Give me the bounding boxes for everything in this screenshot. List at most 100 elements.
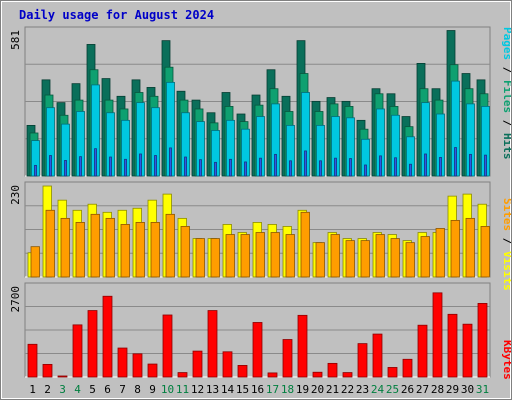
bar-sites — [165, 213, 175, 278]
bar-pages-inner — [364, 164, 367, 177]
bar-pages-inner — [289, 160, 292, 177]
bar-kbytes — [87, 310, 98, 378]
bar-sites — [255, 232, 265, 278]
x-tick-label: 16 — [251, 383, 264, 396]
legend-bottom: KBytes — [501, 340, 511, 380]
bar-pages-inner — [124, 158, 127, 177]
bar-pages-inner — [424, 153, 427, 177]
bar-sites — [210, 238, 220, 278]
bar-sites — [300, 211, 310, 278]
bar-kbytes — [222, 351, 233, 378]
bar-kbytes — [432, 292, 443, 378]
bar-sites — [150, 222, 160, 278]
bar-sites — [225, 234, 235, 278]
bar-sites — [375, 234, 385, 278]
bar-kbytes — [327, 362, 338, 378]
x-tick-label: 29 — [446, 383, 459, 396]
bar-kbytes — [162, 314, 173, 378]
bar-kbytes — [387, 367, 398, 378]
bar-pages-inner — [349, 158, 352, 177]
bar-sites — [420, 236, 430, 278]
bar-pages-inner — [439, 157, 442, 177]
bar-kbytes — [267, 372, 278, 378]
bar-pages-inner — [469, 153, 472, 177]
bar-kbytes — [177, 372, 188, 378]
x-tick-label: 30 — [461, 383, 474, 396]
bar-pages-inner — [409, 163, 412, 177]
bar-sites — [465, 217, 475, 278]
x-tick-label: 24 — [371, 383, 385, 396]
legend-entry: / — [501, 231, 511, 251]
bar-sites — [195, 238, 205, 278]
legend-entry: / — [501, 60, 511, 80]
x-tick-label: 31 — [476, 383, 489, 396]
bar-sites — [240, 234, 250, 278]
legend-entry: Files — [501, 80, 511, 113]
bar-pages-inner — [64, 160, 67, 177]
x-tick-label: 3 — [59, 383, 66, 396]
x-tick-label: 27 — [416, 383, 429, 396]
bar-kbytes — [417, 324, 428, 378]
ymax-label-visits: 230 — [9, 185, 22, 205]
bar-pages-inner — [109, 156, 112, 177]
x-tick-label: 8 — [134, 383, 141, 396]
bar-kbytes — [72, 324, 83, 378]
bar-pages-inner — [49, 155, 52, 177]
bar-pages-inner — [169, 147, 172, 177]
bar-pages-inner — [259, 157, 262, 177]
bar-pages-inner — [304, 150, 307, 177]
bar-sites — [450, 219, 460, 278]
x-tick-label: 18 — [281, 383, 294, 396]
bar-sites — [120, 224, 130, 278]
bar-pages-inner — [379, 155, 382, 177]
x-tick-label: 15 — [236, 383, 249, 396]
x-tick-label: 22 — [341, 383, 354, 396]
bar-sites — [45, 209, 55, 278]
x-tick-label: 4 — [74, 383, 81, 396]
bar-kbytes — [402, 358, 413, 378]
bar-kbytes — [117, 347, 128, 378]
x-tick-label: 10 — [161, 383, 174, 396]
x-tick-label: 5 — [89, 383, 96, 396]
x-tick-label: 7 — [119, 383, 126, 396]
bar-pages-inner — [139, 153, 142, 177]
x-tick-label: 14 — [221, 383, 235, 396]
x-tick-label: 11 — [176, 383, 189, 396]
legend-entry: Visits — [501, 251, 511, 291]
bar-pages-inner — [454, 147, 457, 177]
x-tick-label: 12 — [191, 383, 204, 396]
x-tick-label: 1 — [29, 383, 36, 396]
chart-title: Daily usage for August 2024 — [19, 8, 214, 22]
bar-kbytes — [42, 363, 53, 378]
bar-sites — [30, 246, 40, 278]
x-tick-label: 28 — [431, 383, 444, 396]
x-tick-label: 20 — [311, 383, 324, 396]
bar-sites — [345, 240, 355, 278]
bar-pages-inner — [154, 155, 157, 177]
bar-sites — [285, 234, 295, 278]
bar-sites — [180, 226, 190, 278]
legend-middle: Sites / Visits — [501, 198, 511, 291]
ymax-label-kbytes: 2700 — [9, 286, 22, 313]
bar-kbytes — [357, 343, 368, 378]
legend-entry: / — [501, 113, 511, 133]
bar-pages-inner — [199, 159, 202, 177]
bar-pages-inner — [34, 164, 37, 177]
bar-kbytes — [132, 353, 143, 378]
x-tick-label: 6 — [104, 383, 111, 396]
bar-pages-inner — [394, 157, 397, 177]
bar-sites — [435, 228, 445, 278]
bar-pages-inner — [184, 156, 187, 177]
bar-kbytes — [282, 339, 293, 378]
bar-sites — [360, 240, 370, 278]
bar-kbytes — [27, 343, 38, 378]
bar-kbytes — [252, 322, 263, 378]
bar-sites — [270, 232, 280, 278]
bar-sites — [135, 222, 145, 278]
bar-kbytes — [102, 295, 113, 378]
x-tick-label: 17 — [266, 383, 279, 396]
legend-entry: Hits — [501, 133, 511, 160]
bar-kbytes — [297, 314, 308, 378]
bar-sites — [90, 213, 100, 278]
